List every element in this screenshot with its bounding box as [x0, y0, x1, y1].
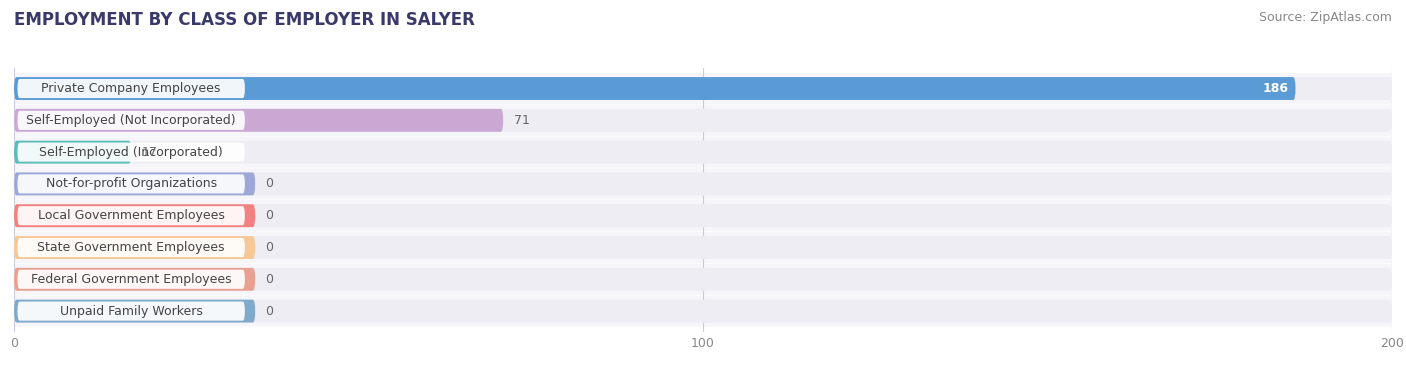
FancyBboxPatch shape — [14, 172, 256, 195]
FancyBboxPatch shape — [14, 109, 1392, 132]
Text: 186: 186 — [1263, 82, 1289, 95]
Text: State Government Employees: State Government Employees — [38, 241, 225, 254]
FancyBboxPatch shape — [14, 172, 1392, 195]
FancyBboxPatch shape — [14, 204, 256, 227]
FancyBboxPatch shape — [14, 141, 131, 164]
FancyBboxPatch shape — [14, 77, 1295, 100]
FancyBboxPatch shape — [14, 77, 1392, 100]
FancyBboxPatch shape — [14, 136, 1392, 168]
Text: 0: 0 — [266, 178, 274, 190]
FancyBboxPatch shape — [14, 73, 1392, 104]
Text: Local Government Employees: Local Government Employees — [38, 209, 225, 222]
FancyBboxPatch shape — [17, 302, 245, 320]
Text: EMPLOYMENT BY CLASS OF EMPLOYER IN SALYER: EMPLOYMENT BY CLASS OF EMPLOYER IN SALYE… — [14, 11, 475, 29]
Text: Federal Government Employees: Federal Government Employees — [31, 273, 232, 286]
FancyBboxPatch shape — [14, 296, 1392, 327]
FancyBboxPatch shape — [14, 109, 503, 132]
FancyBboxPatch shape — [14, 169, 1392, 199]
Text: Not-for-profit Organizations: Not-for-profit Organizations — [45, 178, 217, 190]
FancyBboxPatch shape — [17, 175, 245, 193]
FancyBboxPatch shape — [14, 236, 1392, 259]
Text: 17: 17 — [142, 146, 157, 159]
Text: Unpaid Family Workers: Unpaid Family Workers — [59, 305, 202, 317]
FancyBboxPatch shape — [17, 111, 245, 130]
Text: 0: 0 — [266, 273, 274, 286]
FancyBboxPatch shape — [17, 206, 245, 225]
FancyBboxPatch shape — [14, 264, 1392, 295]
FancyBboxPatch shape — [17, 238, 245, 257]
Text: Self-Employed (Incorporated): Self-Employed (Incorporated) — [39, 146, 224, 159]
Text: 0: 0 — [266, 305, 274, 317]
FancyBboxPatch shape — [14, 300, 1392, 323]
FancyBboxPatch shape — [14, 268, 256, 291]
FancyBboxPatch shape — [17, 143, 245, 162]
Text: Source: ZipAtlas.com: Source: ZipAtlas.com — [1258, 11, 1392, 24]
FancyBboxPatch shape — [14, 141, 1392, 164]
Text: 0: 0 — [266, 209, 274, 222]
FancyBboxPatch shape — [14, 232, 1392, 263]
Text: Self-Employed (Not Incorporated): Self-Employed (Not Incorporated) — [27, 114, 236, 127]
FancyBboxPatch shape — [14, 105, 1392, 136]
FancyBboxPatch shape — [17, 79, 245, 98]
Text: Private Company Employees: Private Company Employees — [42, 82, 221, 95]
Text: 71: 71 — [513, 114, 530, 127]
FancyBboxPatch shape — [17, 270, 245, 289]
FancyBboxPatch shape — [14, 200, 1392, 231]
FancyBboxPatch shape — [14, 300, 256, 323]
Text: 0: 0 — [266, 241, 274, 254]
FancyBboxPatch shape — [14, 268, 1392, 291]
FancyBboxPatch shape — [14, 236, 256, 259]
FancyBboxPatch shape — [14, 204, 1392, 227]
